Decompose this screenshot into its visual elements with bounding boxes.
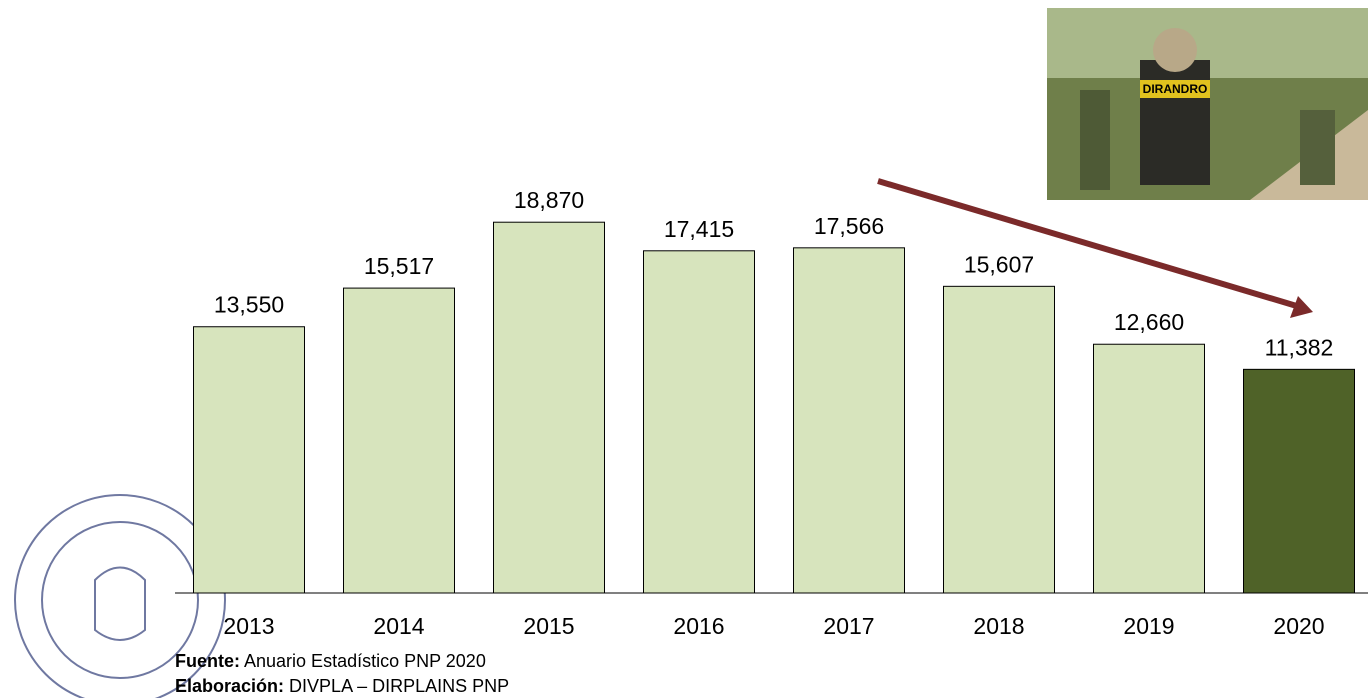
value-label: 17,415 <box>664 216 734 242</box>
bar <box>1093 343 1205 594</box>
bar <box>793 247 905 594</box>
photo: DIRANDRO <box>1047 8 1368 200</box>
value-label: 11,382 <box>1265 334 1334 360</box>
source: Fuente: Anuario Estadístico PNP 2020 <box>175 651 486 671</box>
photo-caption: DIRANDRO <box>1143 82 1208 96</box>
bar <box>943 285 1055 594</box>
value-label: 12,660 <box>1114 309 1184 335</box>
x-tick-label: 2015 <box>523 613 574 639</box>
credit-label: Elaboración: <box>175 676 284 696</box>
trend-arrow <box>877 178 1301 310</box>
x-tick-label: 2013 <box>223 613 274 639</box>
bar <box>1243 368 1355 594</box>
source-label: Fuente: <box>175 651 240 671</box>
x-tick-label: 2017 <box>823 613 874 639</box>
bar <box>193 326 305 594</box>
bar <box>643 250 755 594</box>
value-label: 15,607 <box>964 251 1034 277</box>
credit-text: DIVPLA – DIRPLAINS PNP <box>289 676 509 696</box>
credit: Elaboración: DIVPLA – DIRPLAINS PNP <box>175 676 509 696</box>
value-label: 13,550 <box>214 292 284 318</box>
x-tick-label: 2018 <box>973 613 1024 639</box>
bar <box>493 221 605 594</box>
value-label: 15,517 <box>364 253 434 279</box>
x-tick-label: 2019 <box>1123 613 1174 639</box>
trend-arrow-head <box>1290 296 1313 318</box>
bar <box>343 287 455 594</box>
value-label: 18,870 <box>514 187 584 213</box>
source-text: Anuario Estadístico PNP 2020 <box>244 651 486 671</box>
value-label: 17,566 <box>814 213 884 239</box>
seal <box>14 494 226 698</box>
x-tick-label: 2014 <box>373 613 424 639</box>
x-tick-label: 2016 <box>673 613 724 639</box>
x-tick-label: 2020 <box>1273 613 1324 639</box>
